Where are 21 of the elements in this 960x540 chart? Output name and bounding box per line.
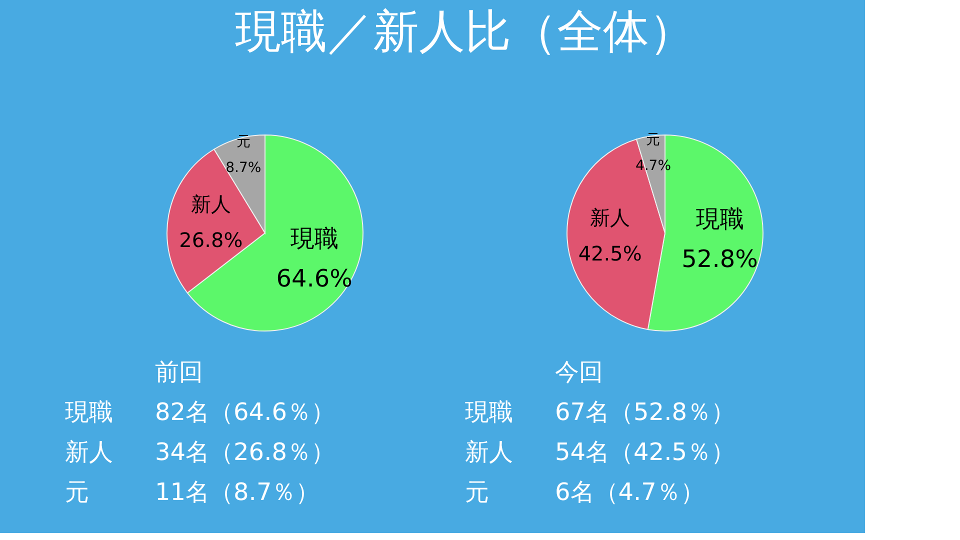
text: 新人 54名（42.5％）: [465, 438, 735, 466]
text: 現職 82名（64.6％）: [65, 398, 335, 426]
data-label: 64.6%: [276, 264, 352, 292]
data-label: 52.8%: [682, 244, 758, 273]
text: 元 11名（8.7％）: [65, 478, 320, 506]
slice-label: 新人: [590, 205, 630, 230]
slice-label: 現職: [696, 204, 744, 233]
slice-label: 元: [646, 132, 660, 148]
text: 現職／新人比（全体）: [235, 4, 695, 58]
text: 前回: [155, 358, 203, 386]
data-label: 26.8%: [179, 228, 243, 252]
slice-label: 現職: [290, 224, 338, 252]
text: 元 6名（4.7％）: [465, 478, 704, 506]
slice-label: 元: [236, 134, 250, 150]
text: 現職 67名（52.8％）: [465, 398, 735, 426]
data-label: 8.7%: [226, 160, 262, 176]
data-label: 4.7%: [635, 158, 672, 174]
text: 今回: [555, 358, 603, 386]
slice-label: 新人: [190, 192, 231, 216]
data-label: 42.5%: [578, 241, 642, 266]
text: 新人 34名（26.8％）: [65, 438, 335, 466]
